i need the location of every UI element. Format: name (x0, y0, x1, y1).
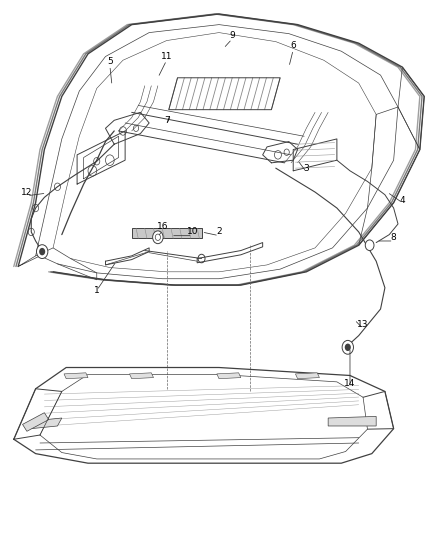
Polygon shape (295, 373, 319, 378)
Circle shape (152, 231, 163, 244)
Text: 12: 12 (21, 188, 32, 197)
Text: 3: 3 (304, 164, 309, 173)
Text: 9: 9 (229, 31, 235, 40)
Polygon shape (217, 373, 241, 378)
Polygon shape (31, 418, 62, 429)
Text: 13: 13 (357, 320, 369, 329)
Text: 2: 2 (216, 228, 222, 237)
Polygon shape (132, 228, 201, 238)
Polygon shape (130, 373, 153, 378)
Circle shape (342, 341, 353, 354)
Circle shape (36, 245, 48, 259)
Text: 7: 7 (164, 116, 170, 125)
Text: 5: 5 (107, 58, 113, 66)
Polygon shape (328, 416, 376, 426)
Text: 14: 14 (344, 379, 356, 388)
Text: 8: 8 (391, 233, 396, 242)
Text: 6: 6 (290, 42, 296, 51)
Text: 10: 10 (187, 228, 198, 237)
Text: 11: 11 (161, 52, 173, 61)
Text: 16: 16 (156, 222, 168, 231)
Text: 1: 1 (94, 286, 99, 295)
Polygon shape (22, 413, 49, 431)
Text: 4: 4 (399, 196, 405, 205)
Circle shape (365, 240, 374, 251)
Circle shape (39, 248, 45, 255)
Circle shape (345, 344, 351, 351)
Polygon shape (64, 373, 88, 378)
